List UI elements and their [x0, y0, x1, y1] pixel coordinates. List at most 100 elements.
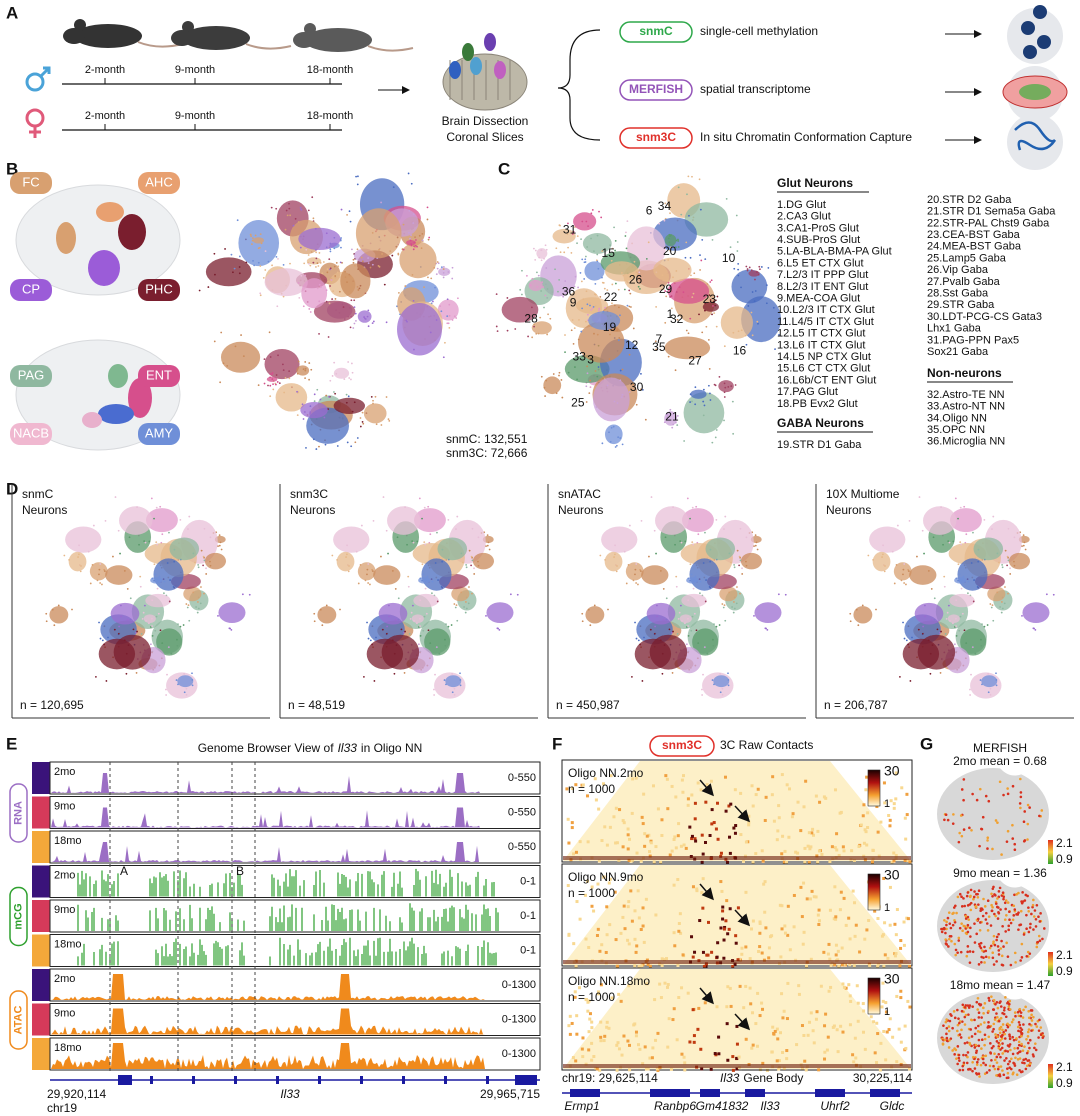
cell-dot	[735, 602, 738, 605]
cell-dot	[459, 684, 462, 687]
cluster	[333, 367, 350, 379]
methyl-icon	[1037, 35, 1051, 49]
expr-dot	[965, 894, 969, 898]
panel-n: n = 1000	[568, 782, 615, 796]
contact	[899, 939, 903, 943]
expr-dot	[985, 1071, 989, 1074]
cell-dot	[527, 335, 529, 338]
cluster-item: 6.L5 ET CTX Glut	[777, 257, 864, 269]
cell-dot	[283, 391, 286, 394]
contact	[644, 1067, 648, 1071]
cell-dot	[486, 544, 489, 547]
track-frame	[49, 830, 541, 864]
cell-dot	[598, 307, 601, 310]
cell-dot	[464, 611, 467, 614]
cell-dot	[200, 586, 202, 588]
cell-dot	[684, 540, 687, 543]
contact	[866, 811, 870, 815]
cell-dot	[345, 556, 347, 558]
cell-dot	[355, 175, 357, 178]
expr-dot	[961, 1020, 964, 1023]
cell-dot	[617, 436, 620, 439]
cell-dot	[733, 607, 736, 610]
expr-dot	[983, 905, 987, 908]
contact	[729, 802, 733, 806]
cell-dot	[361, 411, 364, 414]
age-label: 9-month	[175, 64, 215, 76]
cell-dot	[259, 265, 262, 267]
contact	[905, 813, 909, 817]
expr-dot	[968, 1067, 971, 1071]
cell-dot	[101, 639, 104, 642]
expr-dot	[948, 1019, 952, 1023]
cluster	[252, 237, 265, 244]
cell-dot	[670, 631, 673, 634]
region-label: AHC	[145, 174, 172, 189]
cell-dot	[535, 332, 538, 335]
cell-dot	[711, 238, 714, 241]
cluster	[413, 593, 439, 608]
expr-dot	[999, 947, 1003, 950]
cell-dot	[329, 248, 332, 251]
contact	[841, 982, 845, 986]
expr-dot	[966, 1055, 969, 1059]
contact	[720, 889, 724, 893]
contact	[812, 833, 816, 837]
expr-dot	[987, 799, 991, 803]
expr-dot	[1008, 918, 1011, 922]
cell-dot	[564, 334, 566, 336]
contact	[674, 795, 678, 799]
cluster	[689, 558, 720, 591]
expr-dot	[988, 946, 992, 950]
contact	[622, 821, 626, 825]
cell-dot	[142, 611, 145, 614]
cell-dot	[963, 629, 966, 632]
cell-dot	[593, 250, 595, 253]
contact	[704, 800, 708, 804]
cell-dot	[973, 579, 975, 581]
contact	[680, 986, 684, 990]
cell-dot	[397, 253, 400, 256]
cell-dot	[202, 564, 205, 567]
cell-dot	[440, 310, 443, 313]
expr-dot	[1002, 1012, 1006, 1016]
contact	[835, 1028, 839, 1032]
cell-dot	[298, 296, 301, 299]
expr-dot	[1003, 1032, 1006, 1036]
cell-dot	[627, 281, 629, 284]
cell-dot	[756, 320, 759, 323]
cell-dot	[972, 531, 974, 534]
contact	[691, 955, 695, 959]
cluster	[486, 602, 514, 623]
expr-dot	[1011, 1035, 1014, 1039]
cell-dot	[903, 582, 906, 584]
cell-dot	[1045, 593, 1048, 596]
contact	[642, 940, 646, 944]
cell-dot	[736, 549, 739, 552]
expr-dot	[1016, 1051, 1020, 1055]
expr-dot	[1034, 917, 1038, 921]
cell-dot	[269, 372, 272, 375]
cell-dot	[699, 592, 701, 595]
expr-dot	[1001, 1042, 1004, 1045]
cell-dot	[570, 329, 573, 332]
cell-dot	[270, 206, 273, 209]
expression-dots	[940, 995, 1045, 1080]
cell-dot	[567, 246, 569, 249]
expr-dot	[943, 918, 946, 922]
cell-dot	[284, 228, 287, 231]
expr-dot	[1001, 924, 1004, 928]
contact	[728, 851, 732, 855]
expr-dot	[1038, 814, 1041, 818]
contact	[895, 908, 899, 912]
contact	[778, 903, 782, 907]
expr-dot	[966, 904, 970, 907]
expr-dot	[993, 1018, 997, 1021]
mouse-tail	[245, 43, 292, 50]
contact	[670, 784, 674, 788]
cell-dot	[403, 672, 406, 674]
contact	[808, 847, 812, 851]
cell-dot	[849, 612, 852, 615]
cell-dot	[468, 549, 471, 552]
expr-dot	[1031, 905, 1034, 909]
